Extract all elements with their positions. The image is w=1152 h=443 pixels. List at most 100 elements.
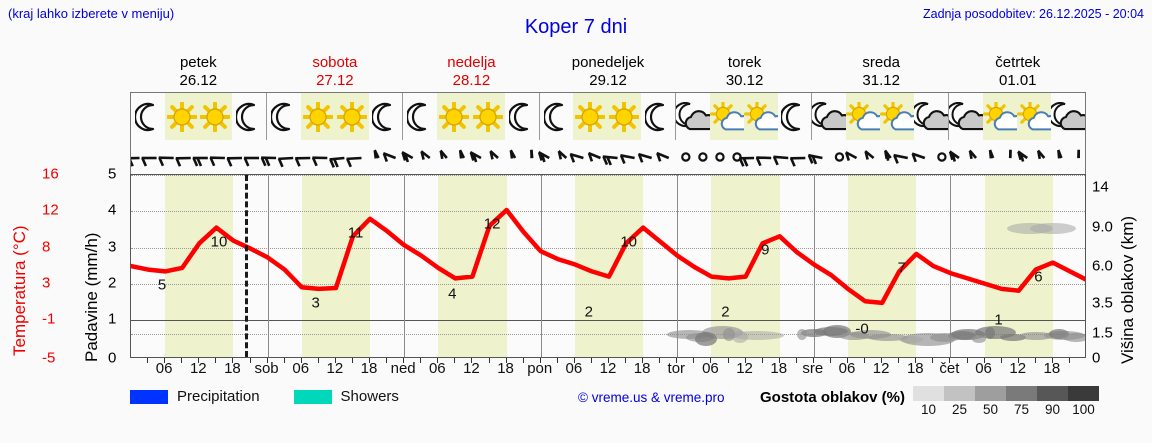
sun-icon xyxy=(198,93,233,140)
precipitation-tick-4: 1 xyxy=(108,310,117,328)
cloud-density-scale: 10 25 50 75 90 100 xyxy=(913,386,1100,417)
temperature-label: 3 xyxy=(311,294,320,312)
x-tick-mark xyxy=(932,358,934,363)
temperature-label: 7 xyxy=(897,259,906,277)
x-tick-mark xyxy=(488,358,490,363)
sun-cloud-icon xyxy=(983,93,1018,140)
cloud-density-tick-0: 10 xyxy=(921,402,937,417)
moon-cloud-icon xyxy=(914,93,949,140)
x-tick-label: 18 xyxy=(770,360,788,377)
x-tick-mark xyxy=(300,358,302,363)
moon-cloud-icon xyxy=(812,93,847,140)
day-header-0: petek 26.12 xyxy=(130,54,267,92)
cloud-density-legend-title: Gostota oblakov (%) xyxy=(760,389,906,406)
day-separator-6 xyxy=(950,175,952,357)
x-tick-mark xyxy=(795,358,797,363)
day-separator-2 xyxy=(404,175,406,357)
x-tick-label: 12 xyxy=(189,360,207,377)
x-tick-label: 18 xyxy=(1043,360,1061,377)
cloud-patch xyxy=(867,333,908,341)
sun-icon xyxy=(471,93,505,140)
day-header-band: petek 26.12 sobota 27.12 nedelja 28.12 ponedel… xyxy=(130,54,1086,92)
icon-day-5 xyxy=(812,93,950,140)
precipitation-tick-3: 2 xyxy=(108,274,117,292)
x-tick-mark xyxy=(676,358,678,363)
cloud-density-tick-3: 75 xyxy=(1014,402,1030,417)
cloud-patch xyxy=(898,335,923,343)
temperature-tick-3: 3 xyxy=(42,274,51,292)
daylight-band-1 xyxy=(301,175,370,357)
precipitation-tick-2: 3 xyxy=(108,238,117,256)
day-name: nedelja xyxy=(447,54,496,71)
x-tick-mark xyxy=(1068,358,1070,363)
icon-day-1 xyxy=(267,93,404,140)
x-tick-day-label: pon xyxy=(527,360,553,377)
cloud-height-tick-1: 9.0 xyxy=(1092,218,1113,236)
copyright-link[interactable]: © vreme.us & vreme.pro xyxy=(578,390,725,405)
cloud-density-tick-2: 50 xyxy=(983,402,999,417)
precipitation-tick-1: 4 xyxy=(108,201,117,219)
x-tick-mark xyxy=(232,358,234,363)
sun-cloud-icon xyxy=(880,93,915,140)
cloud-patch xyxy=(985,326,996,339)
x-tick-mark xyxy=(625,358,627,363)
temperature-tick-0: 16 xyxy=(42,165,59,183)
moon-icon xyxy=(504,93,539,140)
wind-barbs-svg xyxy=(131,149,1081,168)
sun-icon xyxy=(437,93,471,140)
x-tick-mark xyxy=(369,358,370,363)
x-tick-mark xyxy=(966,358,968,363)
moon-icon xyxy=(403,93,438,140)
x-tick-label: 18 xyxy=(497,360,514,377)
x-tick-day-label: čet xyxy=(939,360,960,377)
temperature-label: 10 xyxy=(210,233,228,251)
precipitation-axis-title: Padavine (mm/h) xyxy=(82,232,101,362)
day-date: 27.12 xyxy=(316,72,354,89)
x-tick-label: 06 xyxy=(838,360,856,377)
temperature-label: 2 xyxy=(584,303,594,321)
cloud-density-bars xyxy=(913,386,1100,401)
day-name: ponedeljek xyxy=(571,54,645,71)
legend-item-showers: Showers xyxy=(293,388,399,405)
x-tick-mark xyxy=(147,358,149,363)
x-tick-mark xyxy=(386,358,388,363)
moon-icon xyxy=(131,93,165,140)
hgrid-cloudbase xyxy=(131,334,1085,336)
hgrid-2 xyxy=(131,247,1085,249)
temperature-label: 11 xyxy=(347,224,364,242)
sun-icon xyxy=(573,93,608,140)
cloud-density-numbers: 10 25 50 75 90 100 xyxy=(913,402,1099,417)
temperature-label: 4 xyxy=(448,285,457,303)
x-tick-mark xyxy=(898,358,900,363)
showers-swatch xyxy=(293,389,332,404)
day-header-4: torek 30.12 xyxy=(676,54,813,92)
cloud-patch xyxy=(1018,331,1053,340)
x-tick-day-label: tor xyxy=(667,360,686,377)
day-header-6: četrtek 01.01 xyxy=(949,54,1086,92)
x-tick-mark xyxy=(864,358,866,363)
temperature-label: -0 xyxy=(855,320,869,338)
temperature-label: 9 xyxy=(761,241,770,259)
x-tick-label: 18 xyxy=(224,360,241,377)
temperature-label: 5 xyxy=(157,276,167,294)
x-tick-mark xyxy=(812,358,814,363)
x-tick-label: 18 xyxy=(360,360,378,377)
cloud-density-bar-0 xyxy=(913,386,945,401)
precipitation-tick-5: 0 xyxy=(108,349,117,367)
x-tick-label: 06 xyxy=(702,360,719,377)
day-separator-1 xyxy=(267,175,269,357)
cloud-patch xyxy=(800,328,827,337)
hgrid-0 xyxy=(131,175,1085,176)
x-tick-mark xyxy=(249,358,251,363)
x-tick-mark xyxy=(829,358,831,363)
cloud-patch xyxy=(731,331,748,344)
cloud-density-bar-1 xyxy=(944,386,976,401)
daylight-band-2 xyxy=(438,175,507,357)
temperature-label: 2 xyxy=(721,303,730,321)
x-tick-mark xyxy=(642,358,644,363)
x-tick-label: 12 xyxy=(1009,360,1027,377)
temperature-label: 6 xyxy=(1034,268,1043,286)
x-tick-mark xyxy=(437,358,439,363)
x-tick-label: 06 xyxy=(428,360,446,377)
cloud-density-tick-1: 25 xyxy=(952,402,968,417)
